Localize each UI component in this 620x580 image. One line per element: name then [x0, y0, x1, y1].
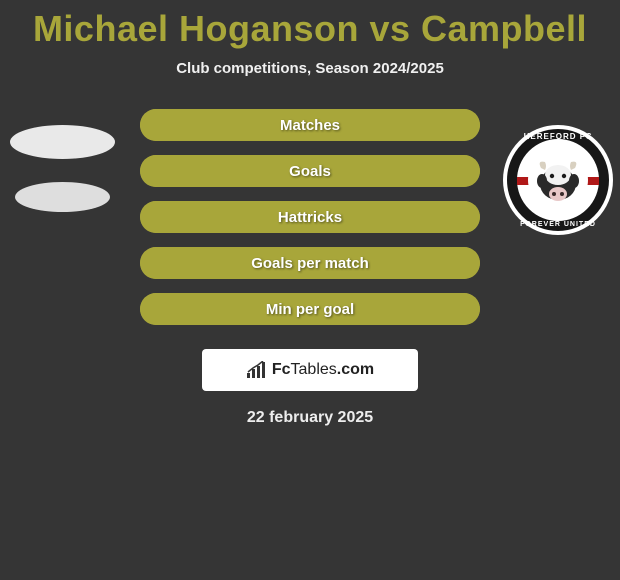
date-text: 22 february 2025 — [0, 409, 620, 427]
site-logo: FcTables.com — [202, 349, 418, 391]
badge-bottom-text: FOREVER UNITED — [503, 221, 613, 228]
badge-top-text: HEREFORD FC — [503, 132, 613, 141]
bull-icon — [528, 151, 588, 209]
player-right-badge: HEREFORD FC FOREVER UNITED — [498, 90, 618, 235]
stat-bar: 5Matches — [140, 109, 480, 141]
page-title: Michael Hoganson vs Campbell — [0, 0, 620, 50]
bar-label: Min per goal — [140, 293, 480, 325]
stat-bar: 1Goals per match — [140, 247, 480, 279]
chart-icon — [246, 361, 268, 379]
logo-light: Tables — [291, 361, 337, 378]
club-badge-icon: HEREFORD FC FOREVER UNITED — [503, 125, 613, 235]
logo-bold: Fc — [272, 361, 291, 378]
player-left-avatar — [2, 90, 122, 212]
bar-label: Goals — [140, 155, 480, 187]
stat-bar: 0Hattricks — [140, 201, 480, 233]
avatar-placeholder-icon — [15, 182, 110, 212]
comparison-bars: 5Matches 5Goals 0Hattricks 1Goals per match… — [140, 109, 480, 325]
bar-label: Hattricks — [140, 201, 480, 233]
subtitle: Club competitions, Season 2024/2025 — [0, 60, 620, 77]
stat-bar: 5Goals — [140, 155, 480, 187]
bar-label: Goals per match — [140, 247, 480, 279]
stat-bar: 117Min per goal — [140, 293, 480, 325]
avatar-placeholder-icon — [10, 125, 115, 159]
bar-label: Matches — [140, 109, 480, 141]
logo-suffix: .com — [337, 361, 374, 378]
logo-text: FcTables.com — [272, 361, 374, 379]
